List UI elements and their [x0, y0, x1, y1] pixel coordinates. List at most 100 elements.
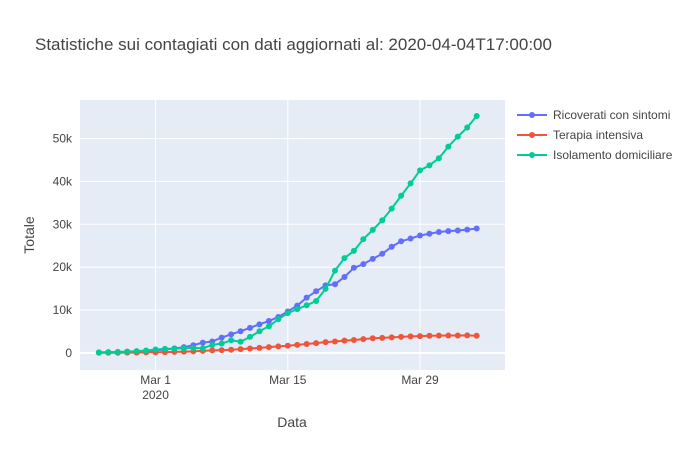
data-point: [256, 328, 263, 335]
legend-item: Ricoverati con sintomi: [517, 108, 670, 122]
data-point: [398, 192, 405, 199]
data-point: [247, 345, 253, 352]
legend-label: Ricoverati con sintomi: [553, 108, 670, 122]
data-point: [209, 341, 216, 348]
y-tick-label: 0: [65, 346, 72, 360]
data-point: [332, 338, 338, 345]
data-point: [275, 343, 282, 350]
data-point: [341, 273, 348, 280]
data-point: [417, 232, 423, 239]
data-point: [435, 155, 442, 162]
data-point: [445, 143, 452, 150]
data-point: [228, 337, 235, 344]
data-point: [379, 250, 386, 257]
data-point: [265, 323, 272, 330]
data-point: [369, 335, 376, 342]
data-point: [454, 227, 461, 234]
data-point: [417, 167, 423, 174]
data-point: [426, 230, 433, 237]
data-point: [294, 341, 301, 348]
data-point: [247, 324, 253, 331]
data-point: [237, 346, 244, 353]
data-point: [256, 321, 263, 328]
data-point: [464, 124, 471, 131]
data-point: [143, 347, 150, 354]
data-point: [171, 345, 178, 352]
data-point: [152, 346, 159, 353]
data-point: [284, 342, 291, 349]
data-point: [294, 306, 301, 313]
legend-swatch-marker: [529, 152, 535, 158]
data-point: [95, 349, 102, 356]
data-point: [313, 340, 320, 347]
data-point: [398, 333, 405, 340]
x-axis-title: Data: [277, 414, 307, 430]
data-point: [360, 261, 367, 268]
legend-item: Terapia intensiva: [517, 128, 643, 142]
data-point: [105, 349, 112, 356]
data-point: [407, 180, 414, 187]
data-point: [426, 332, 433, 339]
data-point: [398, 238, 405, 245]
data-point: [237, 328, 244, 335]
data-point: [350, 247, 357, 254]
y-axis-title: Totale: [21, 216, 37, 254]
y-tick-label: 30k: [53, 217, 73, 231]
data-point: [473, 112, 480, 119]
x-tick-sublabel: 2020: [142, 388, 169, 402]
data-point: [303, 341, 310, 348]
data-point: [388, 243, 395, 250]
data-point: [473, 225, 480, 232]
grid-lines: [80, 100, 505, 370]
data-point: [265, 318, 272, 325]
data-point: [350, 264, 357, 271]
data-point: [332, 267, 338, 274]
data-point: [228, 346, 235, 353]
data-point: [313, 288, 320, 295]
data-point: [162, 345, 168, 352]
data-point: [407, 333, 414, 340]
data-point: [275, 316, 282, 323]
plot-background: [80, 100, 505, 370]
y-tick-label: 40k: [53, 174, 73, 188]
data-point: [209, 347, 216, 354]
data-point: [218, 347, 225, 354]
data-point: [190, 344, 197, 351]
data-point: [341, 255, 348, 262]
y-tick-label: 10k: [53, 303, 73, 317]
data-point: [379, 217, 386, 224]
data-point: [369, 255, 376, 262]
data-point: [350, 336, 357, 343]
data-point: [322, 339, 329, 346]
y-tick-labels: 0 10k 20k 30k 40k 50k: [53, 132, 73, 360]
data-point: [445, 332, 452, 339]
data-point: [445, 228, 452, 235]
data-point: [265, 344, 272, 351]
data-point: [237, 338, 244, 345]
legend-swatch-marker: [529, 132, 535, 138]
data-point: [284, 310, 291, 317]
data-point: [247, 333, 253, 340]
data-point: [379, 334, 386, 341]
legend-label: Terapia intensiva: [553, 128, 643, 142]
data-point: [369, 226, 376, 233]
legend: Ricoverati con sintomi Terapia intensiva I…: [517, 108, 673, 162]
data-point: [407, 235, 414, 242]
data-point: [464, 226, 471, 233]
data-point: [388, 334, 395, 341]
data-point: [228, 331, 235, 338]
data-point: [426, 162, 433, 169]
data-point: [332, 281, 338, 288]
data-point: [360, 236, 367, 243]
data-point: [388, 205, 395, 212]
chart-title: Statistiche sui contagiati con dati aggi…: [35, 35, 552, 54]
x-tick-label: Mar 29: [401, 373, 439, 387]
x-tick-label: Mar 1: [140, 373, 171, 387]
data-point: [303, 302, 310, 309]
legend-label: Isolamento domiciliare: [553, 148, 673, 162]
y-tick-label: 50k: [53, 132, 73, 146]
data-point: [454, 332, 461, 339]
data-point: [417, 333, 423, 340]
